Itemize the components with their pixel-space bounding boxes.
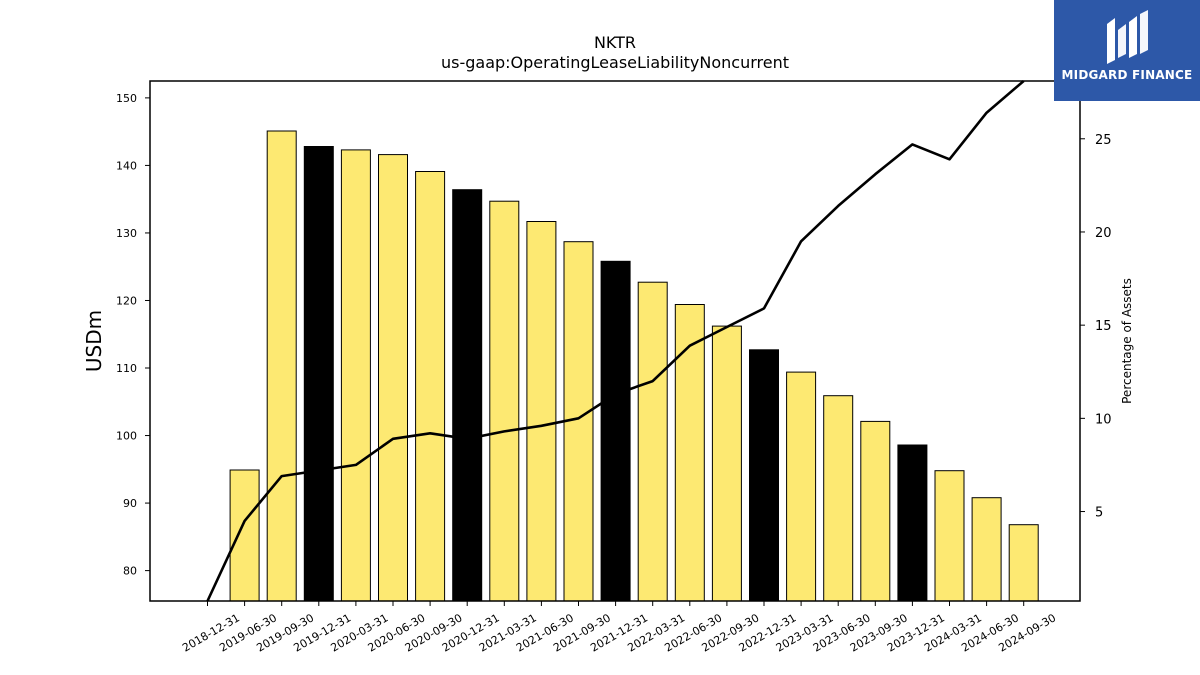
y-axis-label: USDm: [82, 310, 106, 372]
bar-2023-06-30: [823, 395, 854, 602]
bar-2020-12-31: [452, 189, 483, 602]
bar-2024-09-30: [1008, 524, 1039, 602]
bar-2022-09-30: [711, 325, 742, 602]
bar-2022-06-30: [674, 304, 705, 602]
bar-2024-03-31: [934, 470, 965, 602]
y2-axis-label: Percentage of Assets: [1120, 278, 1134, 404]
y-tick-label: 140: [116, 159, 137, 172]
bar-series: [229, 130, 1039, 602]
percentage-of-assets-line: [206, 80, 1025, 602]
plot-frame: [149, 80, 1081, 602]
bar-2022-03-31: [637, 281, 668, 602]
bar-2023-09-30: [860, 420, 891, 602]
y-tick-label: 80: [123, 565, 137, 578]
bar-2021-12-31: [600, 260, 631, 602]
bar-2023-12-31: [897, 444, 928, 602]
y-tick-label: 120: [116, 294, 137, 307]
bar-2019-09-30: [266, 130, 297, 602]
bar-2019-12-31: [303, 146, 334, 602]
bar-2020-09-30: [415, 171, 446, 602]
bar-2024-06-30: [971, 497, 1002, 602]
y2-tick-label: 5: [1095, 506, 1103, 521]
y2-tick-label: 20: [1095, 226, 1112, 241]
y-tick-label: 110: [116, 362, 137, 375]
y2-tick-label: 15: [1095, 319, 1112, 334]
y2-tick-label: 10: [1095, 412, 1112, 427]
bar-2020-06-30: [378, 154, 408, 602]
y-tick-label: 100: [116, 430, 137, 443]
midgard-m-logo-icon: [1107, 10, 1148, 64]
bar-2019-06-30: [229, 469, 260, 602]
y-tick-label: 130: [116, 227, 137, 240]
logo-text: MIDGARD FINANCE: [1061, 68, 1193, 82]
bar-2021-06-30: [526, 221, 557, 602]
y2-tick-label: 25: [1095, 133, 1112, 148]
y-tick-label: 90: [123, 497, 137, 510]
chart-title: NKTR: [594, 33, 636, 52]
chart-subtitle: us-gaap:OperatingLeaseLiabilityNoncurren…: [441, 53, 789, 72]
bar-2023-03-31: [786, 371, 817, 602]
bar-2022-12-31: [749, 349, 779, 602]
bar-2021-03-31: [489, 200, 520, 602]
brand-logo: MIDGARD FINANCE: [1054, 0, 1200, 101]
line-series: [206, 80, 1025, 602]
bar-2020-03-31: [340, 149, 371, 602]
y-tick-label: 150: [116, 92, 137, 105]
